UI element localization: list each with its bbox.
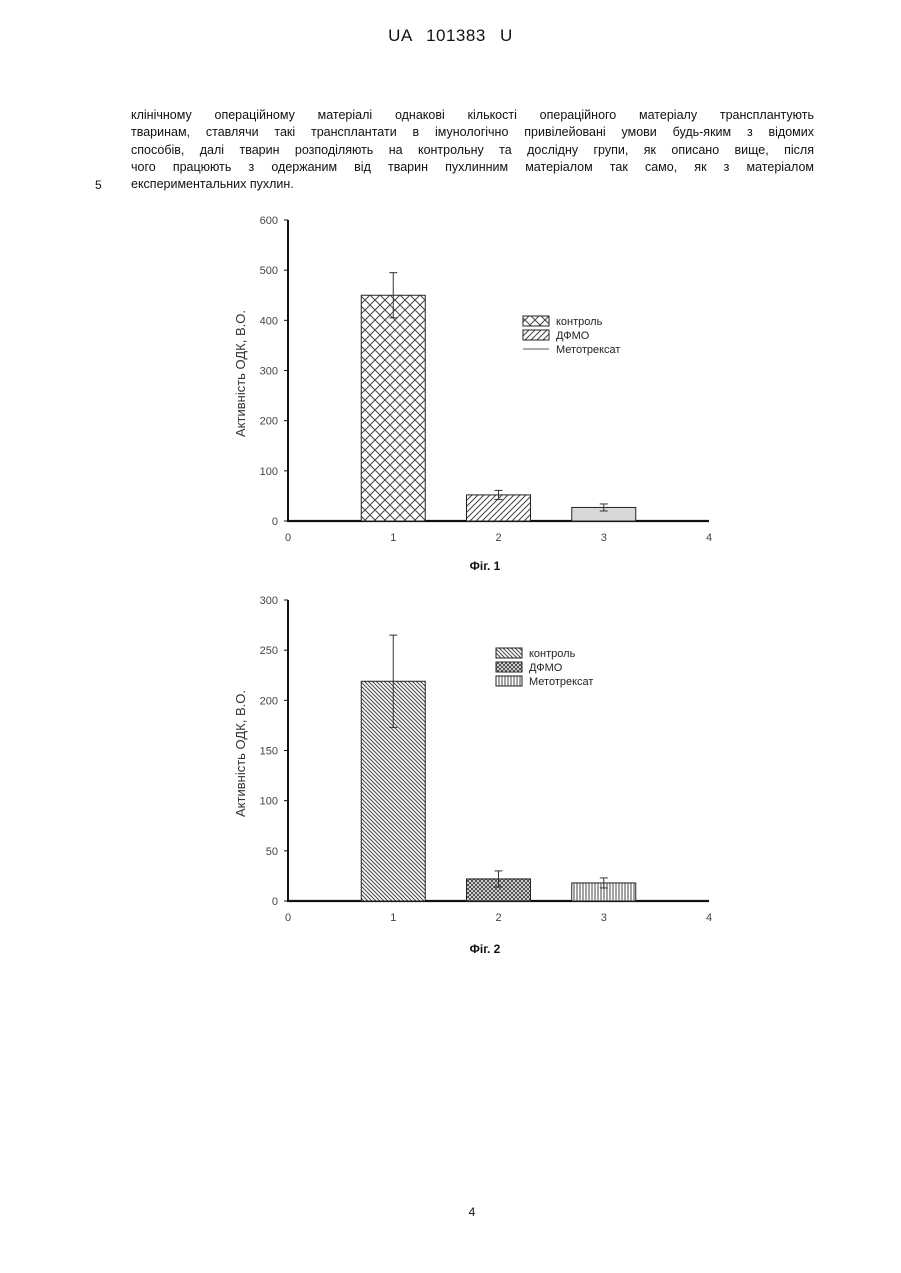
y-axis-title: Активність ОДК, В.О. — [233, 690, 248, 817]
paragraph-line: клінічному операційному матеріалі однако… — [131, 107, 814, 124]
y-tick-label: 100 — [260, 466, 278, 478]
legend-swatch — [523, 330, 549, 340]
x-tick-label: 2 — [495, 532, 501, 544]
x-tick-label: 0 — [285, 532, 291, 544]
x-tick-label: 4 — [706, 532, 712, 544]
page-number: 4 — [0, 1205, 901, 1219]
y-tick-label: 200 — [260, 416, 278, 428]
y-tick-label: 300 — [260, 595, 278, 607]
line-number: 5 — [95, 178, 102, 192]
legend-label: контроль — [556, 316, 603, 328]
x-tick-label: 3 — [601, 912, 607, 924]
paragraph-line: способів, далі тварин розподіляють на ко… — [131, 142, 814, 159]
paragraph-line: чого працюють з одержаним від тварин пух… — [131, 159, 814, 176]
y-tick-label: 200 — [260, 695, 278, 707]
x-tick-label: 4 — [706, 912, 712, 924]
y-tick-label: 100 — [260, 796, 278, 808]
y-tick-label: 500 — [260, 265, 278, 277]
figure-1-caption: Фіг. 1 — [0, 559, 901, 573]
legend-label: контроль — [529, 648, 576, 660]
legend-label: ДФМО — [556, 330, 590, 342]
y-tick-label: 400 — [260, 315, 278, 327]
paragraph-line: експериментальних пухлин. — [131, 176, 814, 193]
body-paragraph: клінічному операційному матеріалі однако… — [131, 107, 814, 193]
x-tick-label: 1 — [390, 532, 396, 544]
legend-label: ДФМО — [529, 662, 563, 674]
bar-1 — [361, 295, 425, 521]
y-tick-label: 150 — [260, 746, 278, 758]
x-tick-label: 2 — [495, 912, 501, 924]
y-tick-label: 300 — [260, 366, 278, 378]
x-tick-label: 3 — [601, 532, 607, 544]
legend-swatch — [496, 676, 522, 686]
legend-swatch — [523, 316, 549, 326]
legend-swatch — [496, 662, 522, 672]
figure-1-chart: 0 100 200 300 400 500 600 0 1 2 3 4 Активність ОДК, … — [0, 205, 901, 545]
x-tick-label: 0 — [285, 912, 291, 924]
paragraph-line: тваринам, ставлячи такі трансплантати в … — [131, 124, 814, 141]
y-tick-label: 0 — [272, 896, 278, 908]
legend-label: Метотрексат — [556, 344, 620, 356]
patent-header: UA 101383 U — [0, 26, 901, 46]
y-tick-label: 600 — [260, 215, 278, 227]
y-axis-title: Активність ОДК, В.О. — [233, 310, 248, 437]
y-tick-label: 50 — [266, 846, 278, 858]
y-tick-label: 0 — [272, 516, 278, 528]
legend-swatch — [496, 648, 522, 658]
y-tick-label: 250 — [260, 645, 278, 657]
figure-2-caption: Фіг. 2 — [0, 942, 901, 956]
x-tick-label: 1 — [390, 912, 396, 924]
legend-label: Метотрексат — [529, 676, 593, 688]
figure-2-chart: 0 50 100 150 200 250 300 0 1 2 3 4 Активність ОДК, В… — [0, 585, 901, 925]
